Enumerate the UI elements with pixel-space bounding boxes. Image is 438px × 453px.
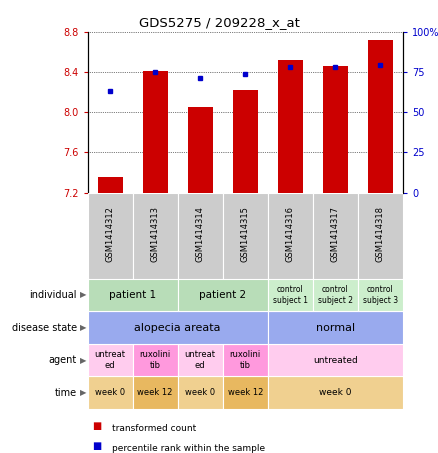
Text: week 0: week 0 — [185, 388, 215, 397]
Text: ▶: ▶ — [80, 356, 86, 365]
Text: time: time — [54, 388, 77, 398]
Bar — [188, 107, 212, 193]
Bar — [268, 311, 403, 344]
Bar — [88, 376, 133, 409]
Bar — [368, 40, 393, 193]
Bar — [133, 376, 178, 409]
Bar — [268, 376, 403, 409]
Bar — [223, 376, 268, 409]
Text: GSM1414317: GSM1414317 — [331, 206, 340, 262]
Text: ■: ■ — [92, 421, 101, 431]
Text: control
subject 3: control subject 3 — [363, 285, 398, 304]
Bar — [143, 71, 168, 193]
Bar — [88, 344, 133, 376]
Bar — [133, 193, 178, 279]
Bar — [268, 193, 313, 279]
Text: week 12: week 12 — [228, 388, 263, 397]
Text: patient 1: patient 1 — [109, 290, 156, 300]
Bar — [278, 60, 303, 193]
Text: GSM1414314: GSM1414314 — [196, 206, 205, 262]
Text: alopecia areata: alopecia areata — [134, 323, 221, 333]
Bar — [323, 66, 348, 193]
Bar — [223, 193, 268, 279]
Text: GSM1414313: GSM1414313 — [151, 206, 160, 262]
Text: untreated: untreated — [313, 356, 358, 365]
Bar — [268, 344, 403, 376]
Bar — [313, 279, 358, 311]
Text: disease state: disease state — [11, 323, 77, 333]
Text: ▶: ▶ — [80, 388, 86, 397]
Text: GSM1414318: GSM1414318 — [376, 206, 385, 262]
Bar — [233, 90, 258, 193]
Text: untreat
ed: untreat ed — [185, 351, 216, 370]
Text: GSM1414315: GSM1414315 — [241, 206, 250, 262]
Bar — [178, 193, 223, 279]
Bar — [178, 376, 223, 409]
Text: week 0: week 0 — [95, 388, 125, 397]
Text: individual: individual — [29, 290, 77, 300]
Text: patient 2: patient 2 — [199, 290, 246, 300]
Text: GSM1414312: GSM1414312 — [106, 206, 115, 262]
Bar — [358, 193, 403, 279]
Bar — [98, 178, 123, 193]
Text: week 12: week 12 — [138, 388, 173, 397]
Text: control
subject 1: control subject 1 — [273, 285, 308, 304]
Text: GDS5275 / 209228_x_at: GDS5275 / 209228_x_at — [138, 16, 300, 29]
Bar — [133, 344, 178, 376]
Bar — [88, 193, 133, 279]
Text: percentile rank within the sample: percentile rank within the sample — [112, 444, 265, 453]
Text: ■: ■ — [92, 441, 101, 451]
Text: agent: agent — [49, 355, 77, 365]
Text: ▶: ▶ — [80, 323, 86, 332]
Bar — [223, 344, 268, 376]
Text: ruxolini
tib: ruxolini tib — [140, 351, 171, 370]
Text: GSM1414316: GSM1414316 — [286, 206, 295, 262]
Text: week 0: week 0 — [319, 388, 352, 397]
Bar — [88, 311, 268, 344]
Bar — [178, 344, 223, 376]
Text: untreat
ed: untreat ed — [95, 351, 126, 370]
Text: ▶: ▶ — [80, 290, 86, 299]
Bar — [88, 279, 178, 311]
Bar — [268, 279, 313, 311]
Bar — [313, 193, 358, 279]
Text: ruxolini
tib: ruxolini tib — [230, 351, 261, 370]
Text: transformed count: transformed count — [112, 424, 196, 433]
Text: control
subject 2: control subject 2 — [318, 285, 353, 304]
Bar — [358, 279, 403, 311]
Text: normal: normal — [316, 323, 355, 333]
Bar — [178, 279, 268, 311]
